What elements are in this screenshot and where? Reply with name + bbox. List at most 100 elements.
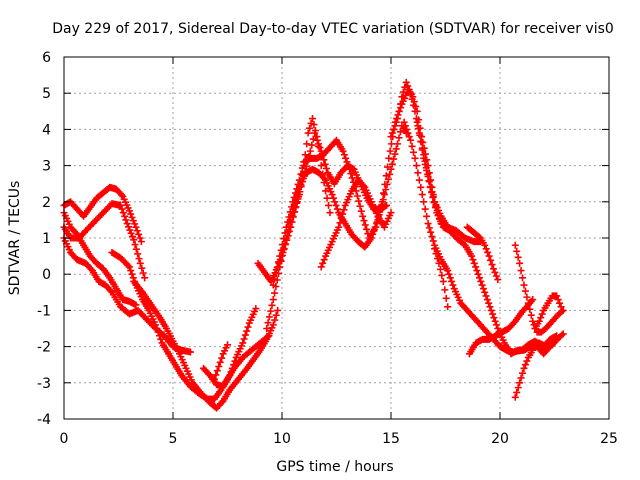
data-point bbox=[439, 277, 447, 285]
data-point bbox=[243, 327, 251, 335]
data-point bbox=[524, 299, 532, 307]
data-point bbox=[360, 217, 368, 225]
x-tick-label: 20 bbox=[491, 431, 509, 447]
y-tick-label: 6 bbox=[42, 50, 51, 66]
data-point bbox=[372, 223, 380, 231]
data-point bbox=[132, 245, 140, 253]
data-point bbox=[556, 299, 564, 307]
data-point bbox=[226, 372, 234, 380]
data-point bbox=[284, 218, 292, 226]
data-point bbox=[538, 310, 546, 318]
data-point bbox=[412, 162, 420, 170]
data-point bbox=[492, 272, 500, 280]
data-point bbox=[282, 223, 290, 231]
data-point bbox=[418, 144, 426, 152]
data-point bbox=[521, 287, 529, 295]
y-tick-label: 2 bbox=[42, 195, 51, 211]
data-points bbox=[60, 78, 567, 412]
data-point bbox=[478, 281, 486, 289]
data-point bbox=[490, 314, 498, 322]
data-point bbox=[332, 201, 340, 209]
data-point bbox=[271, 275, 279, 283]
data-point bbox=[445, 270, 453, 278]
data-point bbox=[231, 357, 239, 365]
data-point bbox=[311, 127, 319, 135]
data-point bbox=[384, 163, 392, 171]
data-point bbox=[252, 305, 260, 313]
data-point bbox=[152, 321, 160, 329]
chart-title: Day 229 of 2017, Sidereal Day-to-day VTE… bbox=[52, 21, 614, 37]
data-point bbox=[392, 118, 400, 126]
data-point bbox=[523, 293, 531, 301]
data-point bbox=[138, 264, 146, 272]
data-point bbox=[472, 263, 480, 271]
data-point bbox=[267, 307, 275, 315]
data-point bbox=[487, 306, 495, 314]
data-point bbox=[136, 234, 144, 242]
data-point bbox=[131, 241, 139, 249]
data-point bbox=[417, 138, 425, 146]
data-point bbox=[346, 165, 354, 173]
data-point bbox=[316, 152, 324, 160]
data-point bbox=[290, 193, 298, 201]
data-point bbox=[216, 358, 224, 366]
data-point bbox=[428, 188, 436, 196]
data-point bbox=[558, 331, 566, 339]
data-point bbox=[320, 256, 328, 264]
series-track-22 bbox=[531, 292, 565, 332]
data-point bbox=[405, 86, 413, 94]
data-point bbox=[513, 247, 521, 255]
data-point bbox=[141, 274, 149, 282]
data-point bbox=[517, 267, 525, 275]
data-point bbox=[319, 170, 327, 178]
data-point bbox=[382, 185, 390, 193]
data-point bbox=[363, 225, 371, 233]
data-point bbox=[272, 269, 280, 277]
series-track-1 bbox=[60, 183, 145, 246]
data-point bbox=[87, 265, 95, 273]
data-point bbox=[420, 151, 428, 159]
data-point bbox=[314, 142, 322, 150]
data-point bbox=[224, 341, 231, 349]
data-point bbox=[410, 148, 418, 156]
data-point bbox=[448, 277, 456, 285]
data-point bbox=[388, 160, 396, 168]
y-tick-label: 5 bbox=[42, 86, 51, 102]
data-point bbox=[424, 220, 432, 228]
data-point bbox=[228, 364, 236, 372]
data-point bbox=[380, 189, 388, 197]
data-point bbox=[408, 95, 416, 103]
x-tick-label: 10 bbox=[273, 431, 291, 447]
data-point bbox=[519, 369, 527, 377]
data-point bbox=[359, 212, 367, 220]
data-point bbox=[348, 174, 356, 182]
data-point bbox=[239, 339, 247, 347]
data-point bbox=[292, 189, 300, 197]
data-point bbox=[227, 368, 235, 376]
data-point bbox=[391, 150, 399, 158]
data-point bbox=[292, 204, 300, 212]
data-point bbox=[477, 277, 485, 285]
data-point bbox=[157, 335, 165, 343]
data-point bbox=[400, 118, 408, 126]
series-track-8 bbox=[210, 341, 231, 383]
series-track-23 bbox=[529, 330, 567, 351]
data-point bbox=[425, 224, 433, 232]
data-point bbox=[404, 129, 412, 137]
data-point bbox=[384, 175, 392, 183]
data-point bbox=[343, 158, 351, 166]
data-point bbox=[517, 374, 525, 382]
data-point bbox=[339, 147, 347, 155]
data-point bbox=[336, 219, 344, 227]
data-point bbox=[135, 255, 143, 263]
data-point bbox=[300, 162, 308, 170]
data-point bbox=[212, 371, 220, 379]
data-point bbox=[392, 145, 400, 153]
data-point bbox=[129, 217, 137, 225]
data-point bbox=[486, 303, 494, 311]
data-point bbox=[430, 199, 438, 207]
data-point bbox=[420, 198, 428, 206]
data-point bbox=[298, 171, 306, 179]
data-point bbox=[353, 192, 361, 200]
data-point bbox=[479, 285, 487, 293]
